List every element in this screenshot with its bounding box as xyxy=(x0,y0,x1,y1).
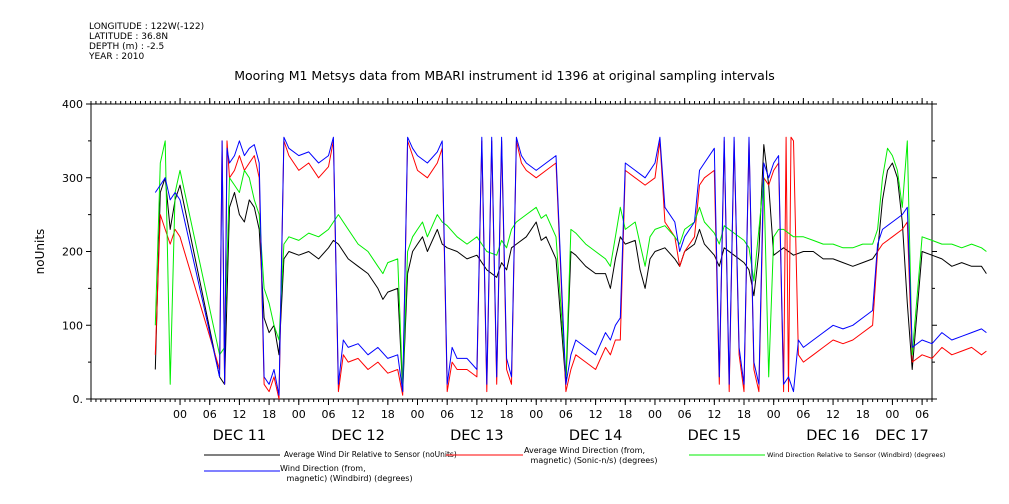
x-hour-label: 18 xyxy=(500,408,514,421)
legend-label-3: Wind Direction Relative to Sensor (Windb… xyxy=(767,451,945,459)
y-tick-label: 100 xyxy=(62,319,83,332)
y-tick-label: 0. xyxy=(73,393,84,406)
y-tick-label: 300 xyxy=(62,172,83,185)
x-day-label: DEC 16 xyxy=(806,428,860,444)
chart-title: Mooring M1 Metsys data from MBARI instru… xyxy=(234,68,775,83)
series-line-4 xyxy=(154,136,987,396)
y-tick-label: 200 xyxy=(62,246,83,259)
x-day-label: DEC 13 xyxy=(450,428,504,444)
legend-label-4: Wind Direction (from, magnetic) (Windbir… xyxy=(280,464,413,483)
x-hour-label: 18 xyxy=(737,408,751,421)
x-day-label: DEC 17 xyxy=(875,428,929,444)
depth-label: DEPTH (m) : -2.5 xyxy=(89,42,165,52)
x-hour-label: 00 xyxy=(767,408,781,421)
x-hour-label: 06 xyxy=(203,408,217,421)
x-hour-label: 12 xyxy=(351,408,365,421)
x-hour-label: 00 xyxy=(173,408,187,421)
legend-label-2: Average Wind Direction (from, magnetic) … xyxy=(524,446,657,465)
x-hour-label: 12 xyxy=(589,408,603,421)
x-hour-label: 00 xyxy=(885,408,899,421)
x-day-label: DEC 12 xyxy=(331,428,385,444)
x-hour-label: 00 xyxy=(411,408,425,421)
x-hour-label: 06 xyxy=(559,408,573,421)
x-hour-label: 00 xyxy=(648,408,662,421)
legend-label-1: Average Wind Dir Relative to Sensor (noU… xyxy=(284,450,457,459)
series-line-3 xyxy=(154,140,987,389)
longitude-label: LONGITUDE : 122W(-122) xyxy=(89,22,205,32)
year-label: YEAR : 2010 xyxy=(89,52,145,62)
x-hour-label: 12 xyxy=(470,408,484,421)
y-axis-label: noUnits xyxy=(33,229,47,275)
x-hour-label: 12 xyxy=(826,408,840,421)
series-line-1 xyxy=(154,144,987,393)
x-hour-label: 18 xyxy=(618,408,632,421)
x-hour-label: 06 xyxy=(796,408,810,421)
x-hour-label: 06 xyxy=(440,408,454,421)
x-hour-label: 00 xyxy=(529,408,543,421)
x-hour-label: 18 xyxy=(856,408,870,421)
x-day-label: DEC 15 xyxy=(688,428,742,444)
x-day-label: DEC 11 xyxy=(213,428,267,444)
y-tick-label: 400 xyxy=(62,98,83,111)
x-hour-label: 06 xyxy=(678,408,692,421)
x-hour-label: 18 xyxy=(262,408,276,421)
x-hour-label: 00 xyxy=(292,408,306,421)
x-hour-label: 18 xyxy=(381,408,395,421)
x-day-label: DEC 14 xyxy=(569,428,623,444)
x-hour-label: 06 xyxy=(321,408,335,421)
latitude-label: LATITUDE : 36.8N xyxy=(89,32,169,42)
x-hour-label: 12 xyxy=(232,408,246,421)
x-hour-label: 06 xyxy=(915,408,929,421)
x-hour-label: 12 xyxy=(707,408,721,421)
